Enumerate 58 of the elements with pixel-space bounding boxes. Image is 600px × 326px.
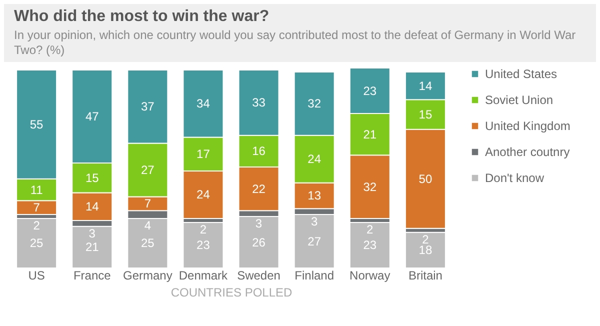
data-label: 2 bbox=[366, 222, 374, 236]
data-label: 7 bbox=[144, 196, 152, 211]
data-label: 3 bbox=[255, 216, 262, 231]
data-label: 27 bbox=[308, 234, 322, 248]
data-label: 15 bbox=[85, 170, 100, 185]
data-label: 17 bbox=[196, 147, 210, 162]
bar bbox=[349, 222, 390, 268]
data-label: 14 bbox=[418, 78, 432, 93]
chart-title: Who did the most to win the war? bbox=[14, 8, 270, 26]
x-tick-label: US bbox=[28, 268, 45, 282]
data-label: 15 bbox=[418, 108, 432, 122]
data-label: 21 bbox=[85, 240, 100, 254]
data-label: 23 bbox=[363, 84, 377, 98]
x-axis-title: COUNTRIES POLLED bbox=[170, 286, 293, 300]
data-label: 24 bbox=[196, 188, 210, 202]
data-label: 47 bbox=[85, 110, 100, 124]
data-label: 55 bbox=[30, 117, 44, 132]
x-tick-label: Germany bbox=[122, 268, 172, 282]
data-label: 2 bbox=[200, 222, 207, 236]
data-label: 3 bbox=[88, 226, 96, 240]
data-label: 14 bbox=[85, 200, 100, 214]
chart-subtitle: In your opinion, which one country would you say contributed most to the defeat of Germany in World War Two? (%) bbox=[14, 28, 577, 58]
data-label: 16 bbox=[252, 144, 266, 158]
legend-label: Don't know bbox=[485, 171, 544, 185]
data-label: 25 bbox=[140, 236, 155, 250]
bar bbox=[404, 232, 446, 268]
x-tick-label: Britain bbox=[408, 268, 442, 282]
data-label: 13 bbox=[308, 188, 322, 203]
data-label: 25 bbox=[30, 236, 44, 250]
data-label: 34 bbox=[196, 96, 210, 111]
data-label: 4 bbox=[144, 218, 152, 232]
legend-label: Soviet Union bbox=[485, 93, 554, 107]
data-label: 32 bbox=[308, 96, 322, 111]
data-label: 21 bbox=[363, 127, 377, 142]
x-tick-label: France bbox=[73, 268, 112, 282]
legend-label: United States bbox=[485, 67, 558, 81]
data-label: 22 bbox=[252, 182, 266, 196]
data-label: 23 bbox=[363, 238, 377, 252]
data-label: 2 bbox=[33, 218, 40, 232]
data-label: 3 bbox=[310, 214, 318, 229]
data-label: 7 bbox=[33, 200, 40, 215]
data-label: 37 bbox=[140, 100, 155, 114]
data-label: 26 bbox=[252, 235, 266, 250]
data-label: 23 bbox=[196, 238, 210, 252]
bar bbox=[16, 218, 58, 268]
legend-label: Another coutnry bbox=[485, 145, 570, 159]
data-label: 32 bbox=[363, 180, 377, 194]
data-label: 11 bbox=[30, 182, 44, 197]
x-tick-label: Norway bbox=[350, 268, 390, 282]
data-label: 27 bbox=[140, 162, 155, 177]
data-label: 33 bbox=[252, 96, 266, 110]
legend-label: United Kingdom bbox=[485, 119, 570, 133]
x-tick-label: Denmark bbox=[178, 268, 229, 282]
x-tick-label: Sweden bbox=[237, 268, 280, 282]
x-tick-label: Finland bbox=[294, 268, 334, 282]
data-label: 24 bbox=[308, 152, 322, 166]
bar bbox=[182, 222, 224, 268]
data-label: 50 bbox=[418, 172, 432, 186]
